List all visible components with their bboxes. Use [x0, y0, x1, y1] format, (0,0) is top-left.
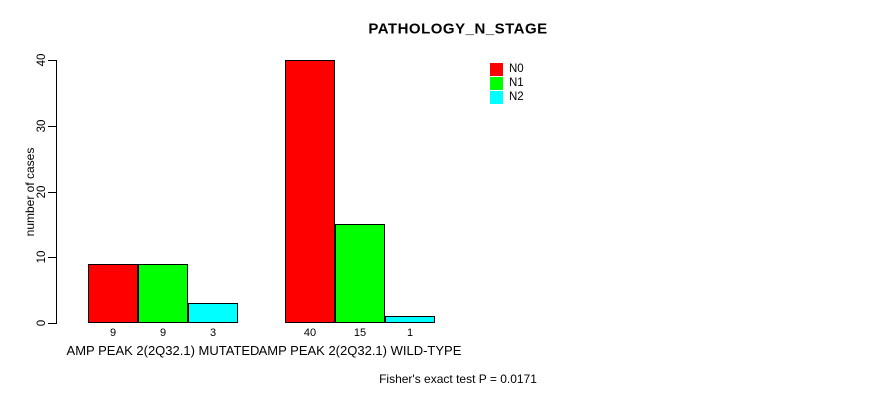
y-axis-tick-label-10: 10	[36, 250, 48, 264]
y-axis-tick-40	[48, 60, 56, 61]
legend-swatch-n2	[490, 91, 503, 104]
y-axis-tick-0	[48, 323, 56, 324]
legend-swatch-n0	[490, 63, 503, 76]
bar-n1-group1	[138, 264, 188, 323]
bar-value-label-n1-group2: 15	[353, 327, 367, 339]
y-axis-tick-10	[48, 257, 56, 258]
bar-value-label-n0-group1: 9	[109, 327, 117, 339]
x-axis-category-label-1: AMP PEAK 2(2Q32.1) MUTATED	[66, 343, 260, 358]
y-axis-tick-30	[48, 126, 56, 127]
y-axis-line	[56, 60, 57, 324]
legend-item-n1: N1	[490, 77, 524, 90]
y-axis-tick-label-20: 20	[36, 185, 48, 199]
legend-item-n2: N2	[490, 91, 524, 104]
stat-annotation: Fisher's exact test P = 0.0171	[379, 372, 537, 386]
bar-n0-group1	[88, 264, 138, 323]
legend-label-n2: N2	[509, 91, 524, 103]
x-axis-category-label-2: AMP PEAK 2(2Q32.1) WILD-TYPE	[258, 343, 462, 358]
legend-swatch-n1	[490, 77, 503, 90]
bar-value-label-n1-group1: 9	[159, 327, 167, 339]
y-axis-tick-label-0: 0	[36, 319, 48, 327]
bar-value-label-n2-group1: 3	[209, 327, 217, 339]
bar-value-label-n2-group2: 1	[406, 327, 414, 339]
y-axis-tick-20	[48, 192, 56, 193]
y-axis-tick-label-30: 30	[36, 119, 48, 133]
bar-n2-group2	[385, 316, 435, 323]
bar-n0-group2	[285, 60, 335, 323]
y-axis-tick-label-40: 40	[36, 53, 48, 67]
y-axis-title: number of cases	[23, 147, 37, 237]
legend-label-n1: N1	[509, 77, 524, 89]
bar-value-label-n0-group2: 40	[303, 327, 317, 339]
chart-title: PATHOLOGY_N_STAGE	[368, 20, 548, 38]
bar-n2-group1	[188, 303, 238, 323]
legend-item-n0: N0	[490, 63, 524, 76]
bar-n1-group2	[335, 224, 385, 323]
legend: N0 N1 N2	[490, 63, 524, 105]
legend-label-n0: N0	[509, 63, 524, 75]
